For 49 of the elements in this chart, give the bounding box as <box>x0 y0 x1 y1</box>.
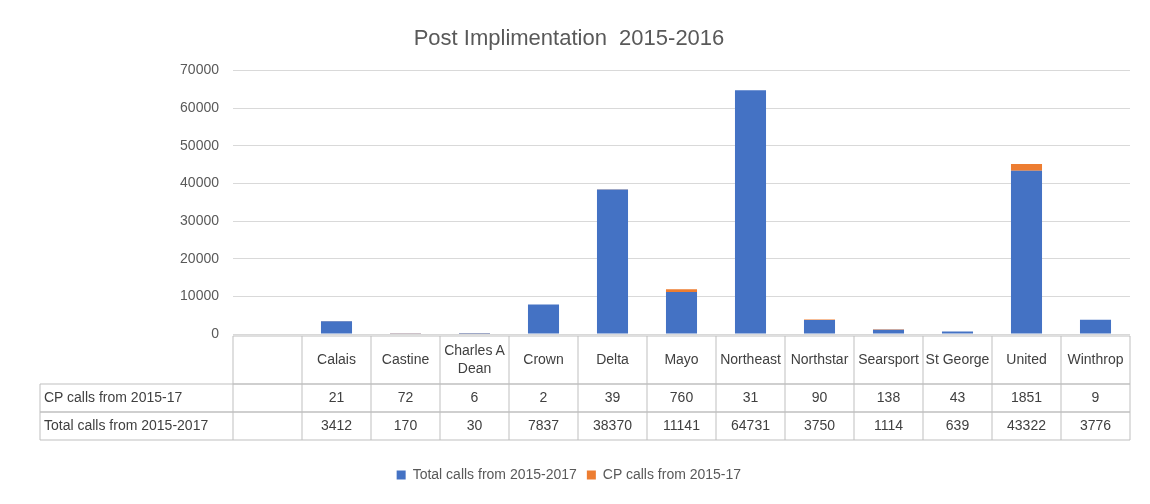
data-label: 90 <box>811 388 828 405</box>
x-tick-label: Calais <box>317 350 356 367</box>
x-tick-label: Mayo <box>664 350 699 367</box>
x-tick-label: United <box>1006 350 1047 367</box>
x-tick-label: Searsport <box>858 350 919 367</box>
data-label: 31 <box>742 388 759 405</box>
x-tick-label: Crown <box>523 350 564 367</box>
data-label: 38370 <box>593 416 633 433</box>
data-label: 7837 <box>527 416 560 433</box>
x-tick-label: Charles A Dean <box>444 341 506 376</box>
data-label: 3750 <box>803 416 836 433</box>
data-label: 43322 <box>1007 416 1047 433</box>
y-tick-label: 20000 <box>180 249 220 266</box>
data-label: 72 <box>397 388 414 405</box>
data-label: 138 <box>876 388 901 405</box>
data-label: 3412 <box>320 416 353 433</box>
data-label: 21 <box>328 388 345 405</box>
x-tick-label: Northeast <box>720 350 781 367</box>
x-tick-label: Northstar <box>790 350 849 367</box>
x-tick-label: Winthrop <box>1067 350 1124 367</box>
y-tick-label: 10000 <box>180 287 220 304</box>
data-label: 3776 <box>1079 416 1112 433</box>
data-label: 39 <box>604 388 621 405</box>
y-tick-label: 30000 <box>180 211 220 228</box>
data-label: 2 <box>539 388 548 405</box>
y-tick-label: 50000 <box>180 136 220 153</box>
legend-label: Total calls from 2015-2017 <box>412 465 578 482</box>
text: CP calls from 2015-17 <box>44 388 183 405</box>
data-label: 760 <box>669 388 694 405</box>
data-label: 170 <box>393 416 418 433</box>
data-label: 11141 <box>663 416 701 433</box>
data-label: 1851 <box>1010 388 1043 405</box>
data-label: 6 <box>470 388 479 405</box>
data-label: 64731 <box>731 416 771 433</box>
text: Total calls from 2015-2017 <box>44 416 209 433</box>
data-label: 43 <box>949 388 966 405</box>
x-tick-label: St George <box>925 350 990 367</box>
data-label: 1114 <box>873 416 904 433</box>
data-label: 9 <box>1091 388 1100 405</box>
x-tick-label: Castine <box>381 350 430 367</box>
chart-title: Post Implimentation 2015-2016 <box>413 25 725 51</box>
x-tick-label: Delta <box>596 350 630 367</box>
y-tick-label: 0 <box>211 324 220 341</box>
y-tick-label: 40000 <box>180 174 220 191</box>
legend-label: CP calls from 2015-17 <box>602 465 742 482</box>
y-tick-label: 70000 <box>180 61 220 78</box>
y-tick-label: 60000 <box>180 98 220 115</box>
data-label: 30 <box>466 416 483 433</box>
data-label: 639 <box>945 416 970 433</box>
